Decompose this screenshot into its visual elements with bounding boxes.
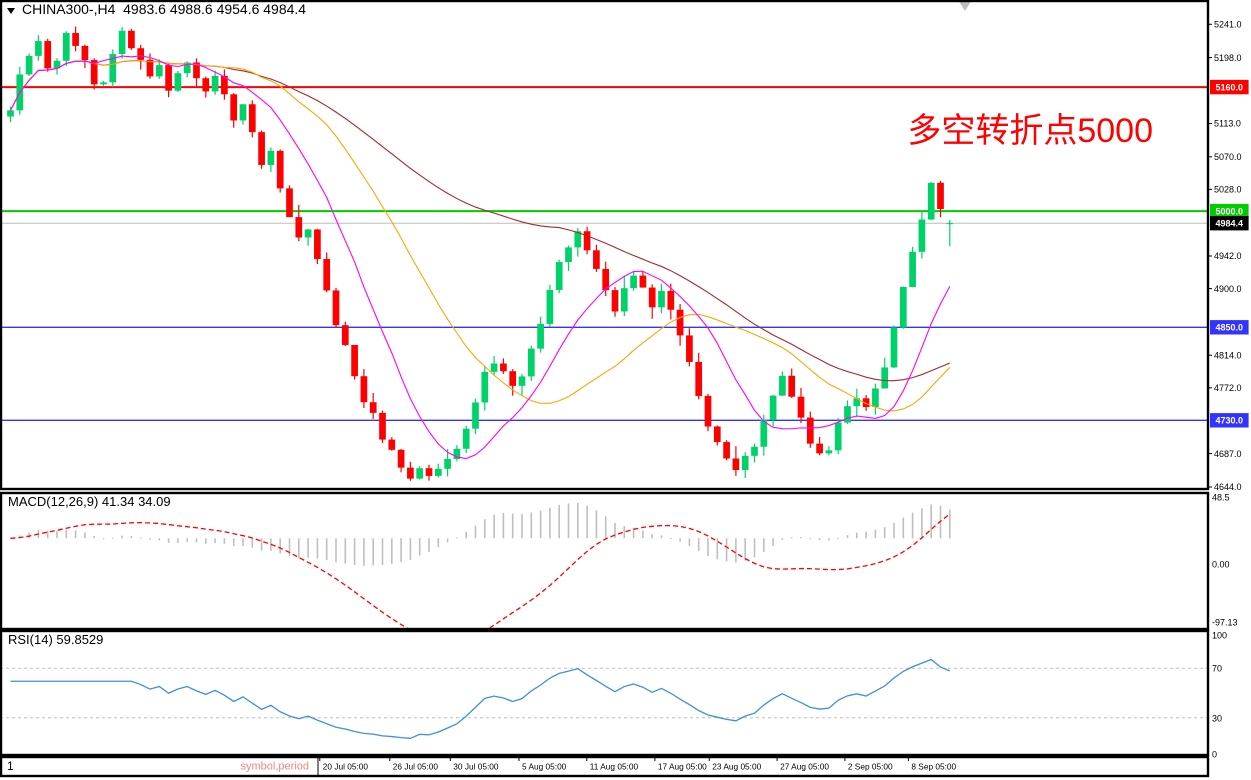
svg-text:5 Aug 05:00: 5 Aug 05:00 bbox=[522, 762, 567, 772]
svg-text:4814.0: 4814.0 bbox=[1214, 350, 1242, 360]
svg-text:5241.0: 5241.0 bbox=[1214, 20, 1242, 30]
svg-text:27 Aug 05:00: 27 Aug 05:00 bbox=[780, 762, 829, 772]
svg-text:0.00: 0.00 bbox=[1212, 560, 1230, 570]
svg-text:5028.0: 5028.0 bbox=[1214, 185, 1242, 195]
svg-text:5070.0: 5070.0 bbox=[1214, 152, 1242, 162]
svg-text:1: 1 bbox=[7, 759, 14, 773]
svg-text:4730.0: 4730.0 bbox=[1216, 416, 1244, 426]
svg-text:5113.0: 5113.0 bbox=[1214, 119, 1241, 129]
svg-text:0: 0 bbox=[1212, 750, 1217, 760]
svg-text:17 Aug 05:00: 17 Aug 05:00 bbox=[658, 762, 707, 772]
svg-text:RSI(14) 59.8529: RSI(14) 59.8529 bbox=[8, 632, 103, 647]
svg-text:100: 100 bbox=[1212, 631, 1227, 641]
svg-text:4644.0: 4644.0 bbox=[1214, 482, 1242, 492]
svg-text:8 Sep 05:00: 8 Sep 05:00 bbox=[911, 762, 956, 772]
svg-text:11 Aug 05:00: 11 Aug 05:00 bbox=[590, 762, 639, 772]
svg-text:4900.0: 4900.0 bbox=[1214, 284, 1242, 294]
svg-text:4942.0: 4942.0 bbox=[1214, 251, 1242, 261]
svg-text:2 Sep 05:00: 2 Sep 05:00 bbox=[848, 762, 893, 772]
svg-text:30 Jul 05:00: 30 Jul 05:00 bbox=[453, 762, 499, 772]
svg-text:4772.0: 4772.0 bbox=[1214, 383, 1242, 393]
svg-text:30: 30 bbox=[1212, 714, 1222, 724]
svg-text:5160.0: 5160.0 bbox=[1216, 82, 1244, 92]
svg-text:多空转折点5000: 多空转折点5000 bbox=[907, 112, 1153, 150]
svg-text:MACD(12,26,9) 41.34 34.09: MACD(12,26,9) 41.34 34.09 bbox=[8, 494, 171, 509]
svg-text:5198.0: 5198.0 bbox=[1214, 53, 1242, 63]
svg-text:symbol,period: symbol,period bbox=[241, 761, 309, 773]
svg-text:23 Aug 05:00: 23 Aug 05:00 bbox=[712, 762, 761, 772]
svg-text:-97.13: -97.13 bbox=[1212, 618, 1238, 628]
svg-text:20 Jul 05:00: 20 Jul 05:00 bbox=[323, 762, 369, 772]
svg-text:CHINA300-,H4 4983.6 4988.6 49: CHINA300-,H4 4983.6 4988.6 4954.6 4984.4 bbox=[22, 1, 306, 17]
svg-text:4687.0: 4687.0 bbox=[1214, 449, 1242, 459]
svg-text:48.5: 48.5 bbox=[1212, 493, 1230, 503]
svg-text:26 Jul 05:00: 26 Jul 05:00 bbox=[393, 762, 439, 772]
svg-text:4850.0: 4850.0 bbox=[1216, 323, 1244, 333]
svg-text:5000.0: 5000.0 bbox=[1216, 206, 1244, 216]
svg-text:70: 70 bbox=[1212, 664, 1222, 674]
svg-text:4984.4: 4984.4 bbox=[1216, 218, 1244, 228]
